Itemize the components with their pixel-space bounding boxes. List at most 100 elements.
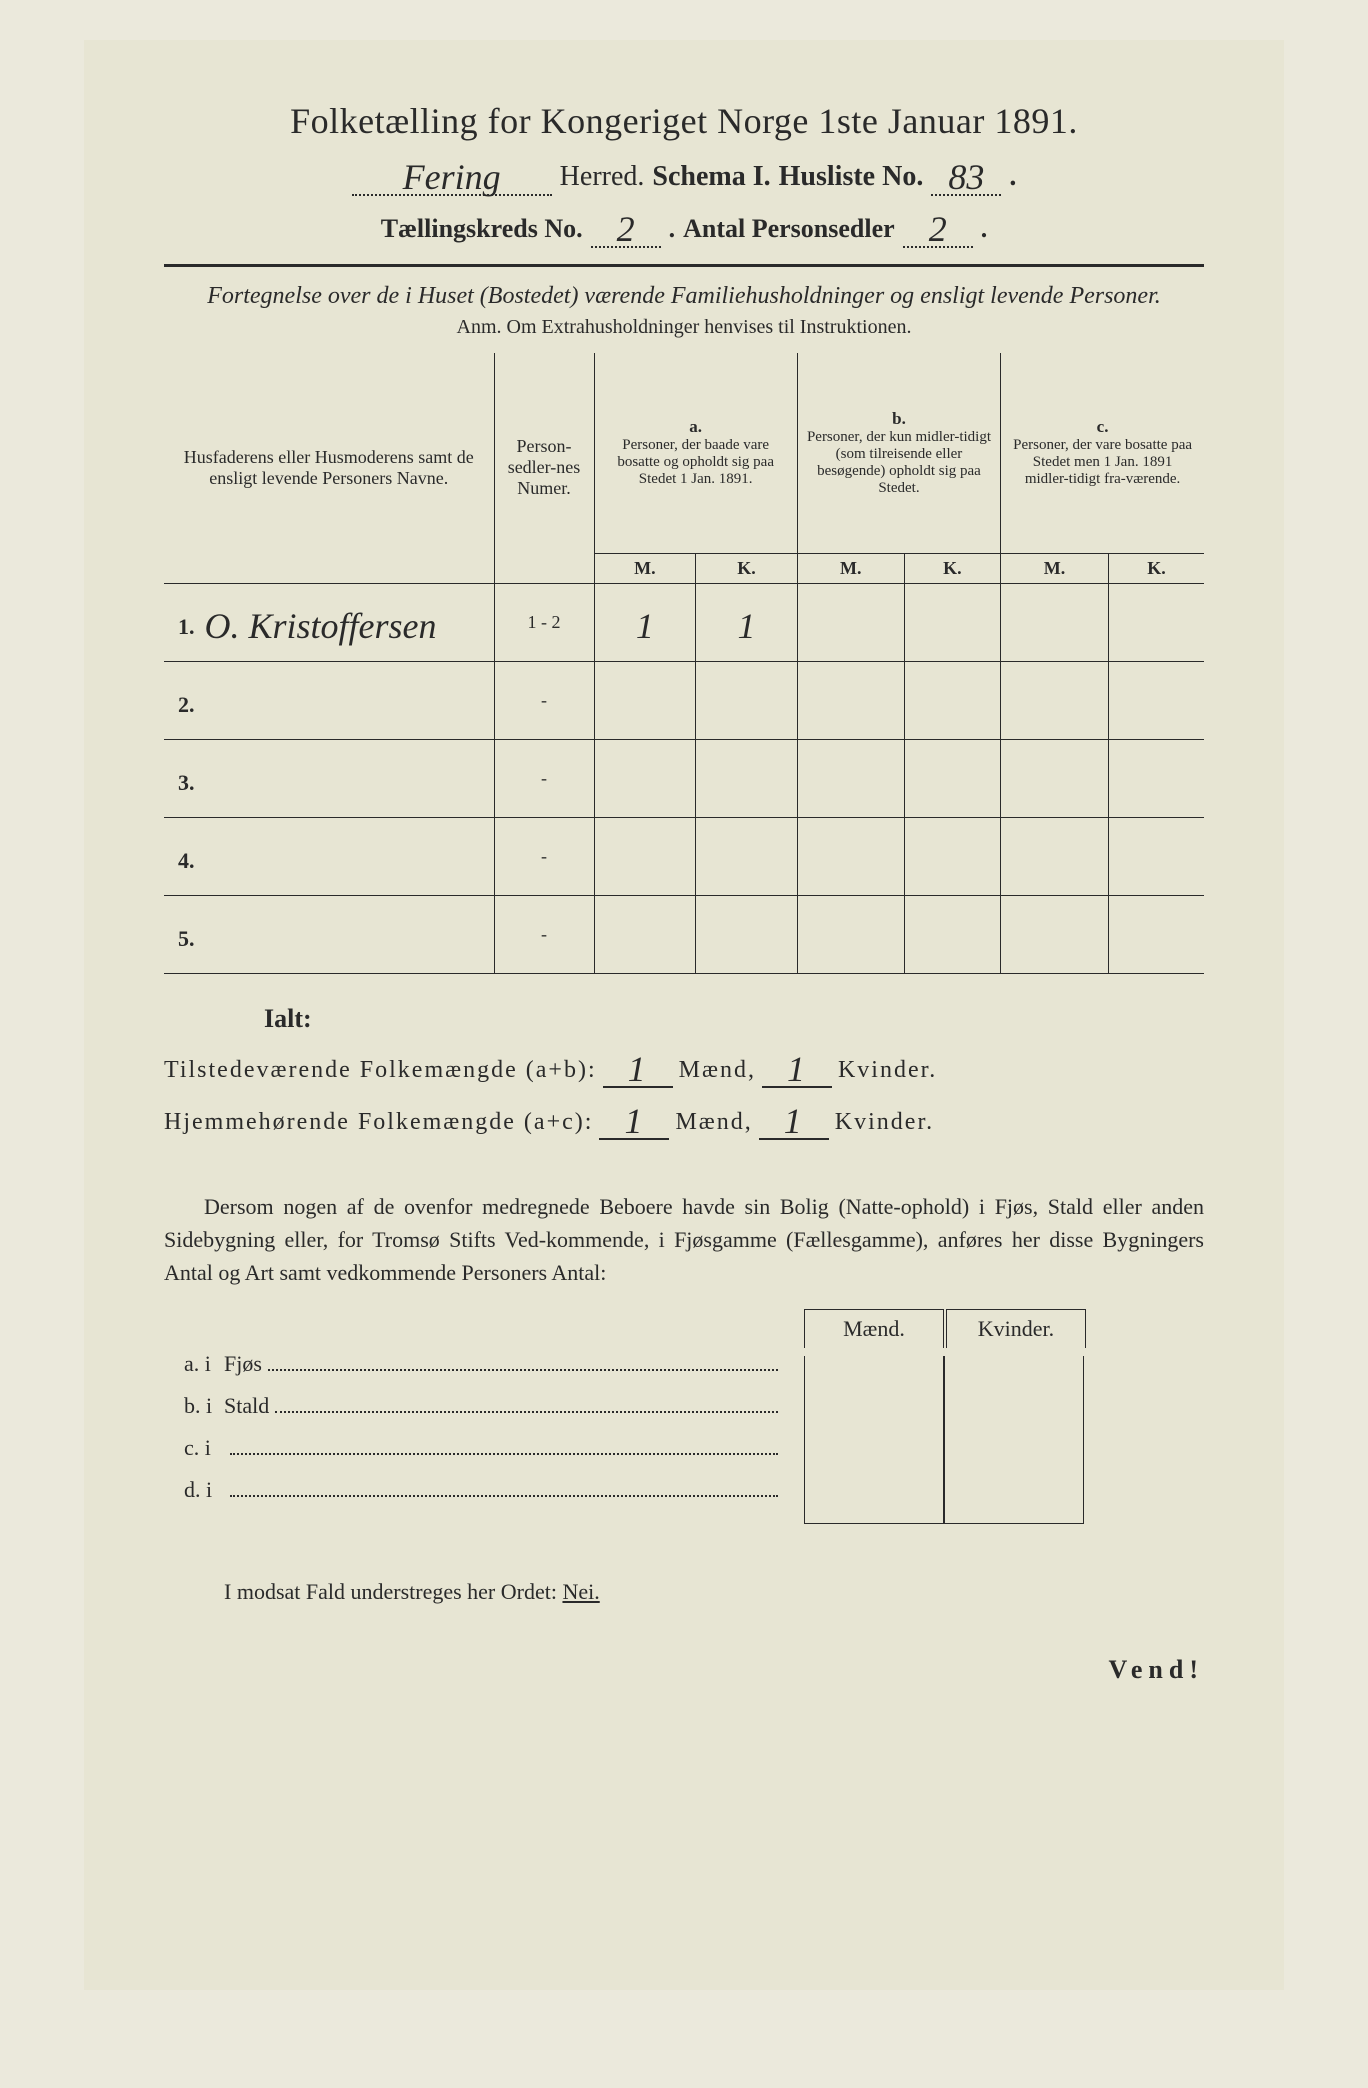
col-a-m: M. <box>594 553 696 583</box>
ialt-section: Ialt: Tilstedeværende Folkemængde (a+b):… <box>164 1004 1204 1140</box>
ialt-row-1: Tilstedeværende Folkemængde (a+b): 1 Mæn… <box>164 1044 1204 1088</box>
col-b-k: K. <box>904 553 1000 583</box>
herred-value: Fering <box>403 157 501 197</box>
row-name: 3. <box>164 739 494 817</box>
modsat-text: I modsat Fald understreges her Ordet: <box>224 1579 557 1604</box>
row-numer: - <box>494 661 594 739</box>
ialt-v2-k: 1 <box>784 1101 804 1141</box>
row-c-k <box>1108 817 1204 895</box>
ialt-v1-m: 1 <box>628 1049 648 1089</box>
row-b-k <box>904 661 1000 739</box>
row-c-k <box>1108 583 1204 661</box>
table-row: 3.- <box>164 739 1204 817</box>
mk-header: Mænd. Kvinder. <box>804 1309 1204 1348</box>
col-names-header: Husfaderens eller Husmoderens samt de en… <box>164 353 494 583</box>
row-b-k <box>904 739 1000 817</box>
ialt-row-2: Hjemmehørende Folkemængde (a+c): 1 Mænd,… <box>164 1096 1204 1140</box>
sidebygning-row: d. i <box>164 1477 784 1519</box>
ialt-v1-k: 1 <box>787 1049 807 1089</box>
row-b-k <box>904 895 1000 973</box>
row-numer: - <box>494 817 594 895</box>
row-c-k <box>1108 739 1204 817</box>
row-c-m <box>1001 739 1109 817</box>
mk-kvinder-header: Kvinder. <box>946 1309 1086 1348</box>
ialt-kvinder-1: Kvinder. <box>838 1057 937 1084</box>
col-b-m: M. <box>797 553 904 583</box>
page-title: Folketælling for Kongeriget Norge 1ste J… <box>164 100 1204 142</box>
side-label: b. i <box>164 1393 224 1419</box>
header-row-1: Fering Herred. Schema I. Husliste No. 83… <box>164 152 1204 196</box>
row-c-k <box>1108 661 1204 739</box>
row-name: 1.O. Kristoffersen <box>164 583 494 661</box>
row-a-m <box>594 817 696 895</box>
mk-maend-body <box>804 1356 944 1524</box>
col-numer-header: Person-sedler-nes Numer. <box>494 353 594 583</box>
col-a-header: a. Personer, der baade vare bosatte og o… <box>594 353 797 553</box>
row-name: 4. <box>164 817 494 895</box>
row-c-m <box>1001 817 1109 895</box>
table-row: 2.- <box>164 661 1204 739</box>
side-label: d. i <box>164 1477 224 1503</box>
husliste-value: 83 <box>948 157 984 197</box>
row-a-k <box>696 817 798 895</box>
row-a-k <box>696 661 798 739</box>
row-c-m <box>1001 583 1109 661</box>
row-c-m <box>1001 895 1109 973</box>
side-type: Stald <box>224 1393 784 1419</box>
row-a-m <box>594 661 696 739</box>
sidebygning-paragraph: Dersom nogen af de ovenfor medregnede Be… <box>164 1190 1204 1289</box>
fortegnelse-heading: Fortegnelse over de i Huset (Bostedet) v… <box>164 283 1204 310</box>
row-b-m <box>797 583 904 661</box>
row-b-k <box>904 817 1000 895</box>
col-c-m: M. <box>1001 553 1109 583</box>
census-table: Husfaderens eller Husmoderens samt de en… <box>164 353 1204 974</box>
row-c-m <box>1001 661 1109 739</box>
header-row-2: Tællingskreds No. 2 . Antal Personsedler… <box>164 204 1204 248</box>
ialt-v2-m: 1 <box>624 1101 644 1141</box>
row-a-m <box>594 895 696 973</box>
row-b-m <box>797 817 904 895</box>
census-form-page: Folketælling for Kongeriget Norge 1ste J… <box>84 40 1284 1990</box>
mk-maend-header: Mænd. <box>804 1309 944 1348</box>
row-name: 5. <box>164 895 494 973</box>
col-c-k: K. <box>1108 553 1204 583</box>
herred-label: Herred. <box>560 161 645 193</box>
sidebygning-block: Mænd. Kvinder. a. iFjøsb. iStaldc. id. i <box>164 1309 1204 1529</box>
row-a-m: 1 <box>594 583 696 661</box>
sidebygning-row: c. i <box>164 1435 784 1477</box>
row-name: 2. <box>164 661 494 739</box>
mk-body <box>804 1356 1204 1524</box>
row-a-k <box>696 895 798 973</box>
side-type: Fjøs <box>224 1351 784 1377</box>
ialt-label: Ialt: <box>264 1004 1204 1034</box>
table-row: 1.O. Kristoffersen1 - 211 <box>164 583 1204 661</box>
ialt-row2-label: Hjemmehørende Folkemængde (a+c): <box>164 1109 593 1136</box>
antal-label: Antal Personsedler <box>683 214 895 244</box>
row-b-m <box>797 739 904 817</box>
side-label: c. i <box>164 1435 224 1461</box>
husliste-label: Husliste No. <box>779 161 924 193</box>
ialt-maend-2: Mænd, <box>675 1109 752 1136</box>
nei-word: Nei. <box>562 1579 599 1604</box>
side-type <box>224 1435 784 1461</box>
row-numer: 1 - 2 <box>494 583 594 661</box>
divider <box>164 264 1204 267</box>
antal-value: 2 <box>929 209 947 249</box>
modsat-line: I modsat Fald understreges her Ordet: Ne… <box>164 1579 1204 1605</box>
row-b-k <box>904 583 1000 661</box>
kreds-value: 2 <box>617 209 635 249</box>
ialt-row1-label: Tilstedeværende Folkemængde (a+b): <box>164 1057 597 1084</box>
row-a-m <box>594 739 696 817</box>
sidebygning-row: b. iStald <box>164 1393 784 1435</box>
vend-label: Vend! <box>164 1655 1204 1685</box>
schema-label: Schema I. <box>652 161 770 193</box>
col-a-k: K. <box>696 553 798 583</box>
table-row: 4.- <box>164 817 1204 895</box>
col-c-header: c. Personer, der vare bosatte paa Stedet… <box>1001 353 1204 553</box>
row-numer: - <box>494 739 594 817</box>
row-c-k <box>1108 895 1204 973</box>
ialt-maend-1: Mænd, <box>679 1057 756 1084</box>
mk-kvinder-body <box>944 1356 1084 1524</box>
row-b-m <box>797 661 904 739</box>
anm-note: Anm. Om Extrahusholdninger henvises til … <box>164 316 1204 339</box>
